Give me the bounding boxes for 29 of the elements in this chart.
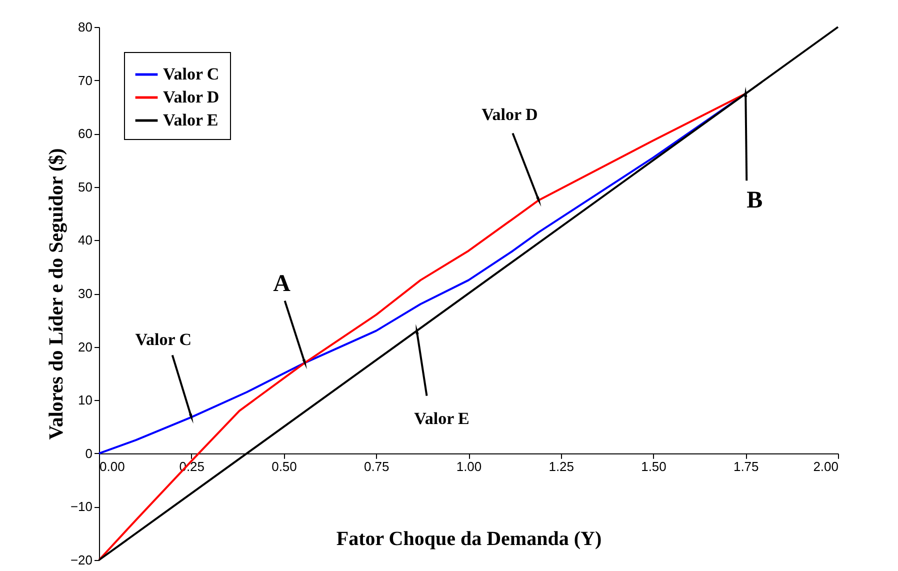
y-tick-label: −10 xyxy=(70,499,92,514)
x-tick-label: 1.25 xyxy=(548,458,574,474)
annotation: Valor E xyxy=(414,408,470,428)
y-tick-label: 80 xyxy=(78,20,92,34)
y-tick-label: 70 xyxy=(78,72,92,88)
x-tick-label: 1.75 xyxy=(733,458,759,474)
legend-label: Valor E xyxy=(163,110,218,130)
x-tick-label: 0.50 xyxy=(272,458,297,474)
annotation: Valor D xyxy=(482,105,538,124)
y-tick-label: 50 xyxy=(78,179,92,194)
y-tick-label: 30 xyxy=(78,286,92,301)
x-tick-label: 0.00 xyxy=(100,458,125,474)
y-tick-label: −20 xyxy=(70,552,92,568)
annotation: A xyxy=(273,270,292,297)
legend-label: Valor C xyxy=(163,64,220,84)
y-tick-label: 40 xyxy=(78,232,92,248)
x-tick-label: 1.50 xyxy=(641,458,666,474)
x-tick-label: 1.00 xyxy=(456,458,482,474)
y-axis-title: Valores do Líder e do Seguidor ($) xyxy=(45,148,68,440)
x-tick-label: 0.75 xyxy=(364,458,390,474)
x-axis-title: Fator Choque da Demanda (Y) xyxy=(336,528,602,550)
y-tick-label: 60 xyxy=(78,126,92,142)
y-tick-label: 20 xyxy=(78,339,92,354)
y-tick-label: 0 xyxy=(85,446,92,461)
annotation: B xyxy=(746,188,763,214)
annotation: Valor C xyxy=(135,330,192,350)
x-tick-label: 2.00 xyxy=(813,458,838,474)
y-tick-label: 10 xyxy=(78,392,92,408)
legend-label: Valor D xyxy=(163,88,220,106)
